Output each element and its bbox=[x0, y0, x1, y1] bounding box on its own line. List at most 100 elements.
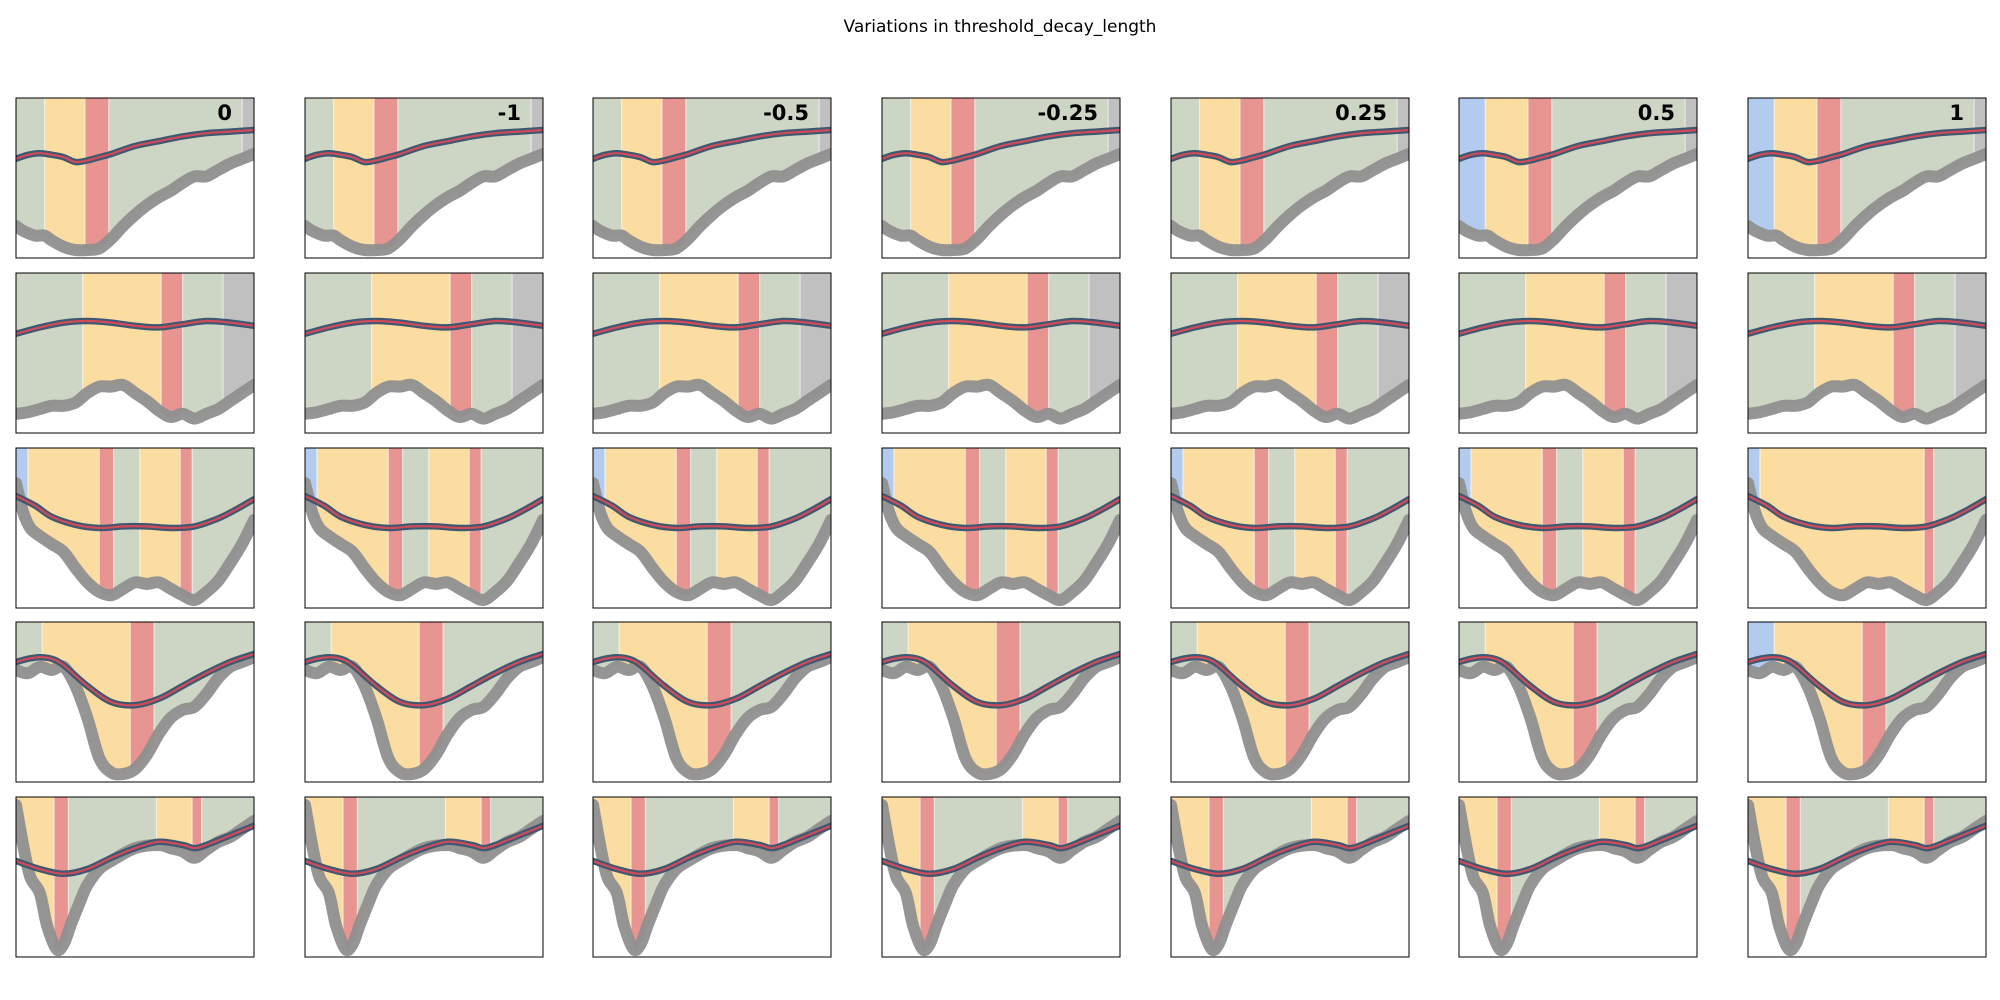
band-red bbox=[769, 797, 779, 951]
signal-line bbox=[1459, 128, 1697, 164]
panel-frame bbox=[1458, 796, 1698, 958]
band-green bbox=[934, 797, 1023, 951]
signal-line bbox=[1748, 652, 1986, 707]
signal-line bbox=[1459, 652, 1697, 707]
band-red bbox=[180, 448, 193, 601]
band-red bbox=[996, 622, 1021, 775]
band-red bbox=[965, 448, 980, 601]
band-orange bbox=[156, 797, 193, 951]
ground-line bbox=[1459, 477, 1697, 607]
ground-line bbox=[1459, 378, 1697, 425]
ground-line bbox=[305, 148, 543, 257]
ground-line bbox=[305, 378, 543, 425]
panel-frame bbox=[592, 272, 832, 434]
band-orange bbox=[1599, 797, 1636, 951]
band-red bbox=[1623, 448, 1636, 601]
panel-r2-c7 bbox=[1747, 272, 1987, 434]
band-green bbox=[1748, 273, 1815, 419]
panel-r4-c6 bbox=[1458, 621, 1698, 783]
ground-line bbox=[1459, 651, 1697, 781]
band-red bbox=[1924, 797, 1934, 951]
signal-line bbox=[16, 128, 254, 164]
panel-frame bbox=[1170, 97, 1410, 259]
panel-frame bbox=[304, 97, 544, 259]
band-orange bbox=[621, 98, 663, 251]
signal-line bbox=[16, 319, 254, 335]
band-orange bbox=[44, 98, 86, 251]
panel-frame bbox=[592, 447, 832, 609]
panel-frame bbox=[15, 447, 255, 609]
ground-line bbox=[1748, 477, 1986, 607]
panel-r4-c2 bbox=[304, 621, 544, 783]
signal-line bbox=[882, 824, 1120, 875]
band-red bbox=[1573, 622, 1598, 775]
panel-r4-c3 bbox=[592, 621, 832, 783]
signal-line bbox=[1171, 319, 1409, 335]
band-red bbox=[161, 273, 183, 419]
signal-line bbox=[1171, 128, 1409, 164]
panel-r5-c5 bbox=[1170, 796, 1410, 958]
signal-line bbox=[305, 494, 543, 530]
panel-frame bbox=[592, 97, 832, 259]
band-green bbox=[68, 797, 157, 951]
panel-r4-c5 bbox=[1170, 621, 1410, 783]
ground-line bbox=[882, 651, 1120, 781]
panel-r3-c4 bbox=[881, 447, 1121, 609]
panel-frame bbox=[592, 796, 832, 958]
signal-line bbox=[305, 824, 543, 875]
signal-line bbox=[1459, 319, 1697, 335]
ground-line bbox=[1748, 148, 1986, 257]
panel-r2-c3 bbox=[592, 272, 832, 434]
band-gray bbox=[1108, 98, 1120, 251]
ground-line bbox=[305, 651, 543, 781]
panel-r4-c7 bbox=[1747, 621, 1987, 783]
band-orange bbox=[1022, 797, 1059, 951]
band-gray bbox=[1685, 98, 1697, 251]
panel-r1-c6: 0.5 bbox=[1458, 97, 1698, 259]
band-green bbox=[1625, 273, 1667, 419]
signal-line bbox=[1748, 319, 1986, 335]
band-green bbox=[16, 622, 43, 775]
signal-line bbox=[16, 824, 254, 875]
panel-frame bbox=[1458, 97, 1698, 259]
band-green bbox=[593, 622, 620, 775]
signal-line bbox=[305, 319, 543, 335]
signal-line bbox=[1171, 652, 1409, 707]
panel-r1-c1: 0 bbox=[15, 97, 255, 259]
panel-r5-c6 bbox=[1458, 796, 1698, 958]
signal-line bbox=[305, 652, 543, 707]
panel-frame bbox=[1170, 796, 1410, 958]
band-red bbox=[1347, 797, 1357, 951]
panel-frame bbox=[1747, 447, 1987, 609]
band-green bbox=[1171, 622, 1198, 775]
signal-line bbox=[882, 128, 1120, 164]
band-red bbox=[1862, 622, 1887, 775]
panel-r2-c2 bbox=[304, 272, 544, 434]
ground-line bbox=[305, 477, 543, 607]
band-gray bbox=[1974, 98, 1986, 251]
ground-line bbox=[882, 148, 1120, 257]
band-red bbox=[1254, 448, 1269, 601]
signal-line bbox=[593, 652, 831, 707]
band-red bbox=[1285, 622, 1310, 775]
band-orange bbox=[1888, 797, 1925, 951]
band-green bbox=[1223, 797, 1312, 951]
band-green bbox=[1511, 797, 1600, 951]
panel-r1-c3: -0.5 bbox=[592, 97, 832, 259]
panel-frame bbox=[304, 447, 544, 609]
panel-r5-c1 bbox=[15, 796, 255, 958]
band-orange bbox=[1485, 98, 1529, 251]
band-orange bbox=[1199, 98, 1241, 251]
signal-line bbox=[882, 652, 1120, 707]
panel-frame bbox=[1170, 621, 1410, 783]
band-red bbox=[130, 622, 155, 775]
column-label: 0.5 bbox=[1638, 101, 1675, 125]
band-orange bbox=[733, 797, 770, 951]
band-red bbox=[1893, 273, 1915, 419]
band-green bbox=[357, 797, 446, 951]
panel-r5-c2 bbox=[304, 796, 544, 958]
band-red bbox=[1058, 797, 1068, 951]
panel-frame bbox=[881, 621, 1121, 783]
signal-line bbox=[1459, 824, 1697, 875]
band-green bbox=[1048, 273, 1090, 419]
